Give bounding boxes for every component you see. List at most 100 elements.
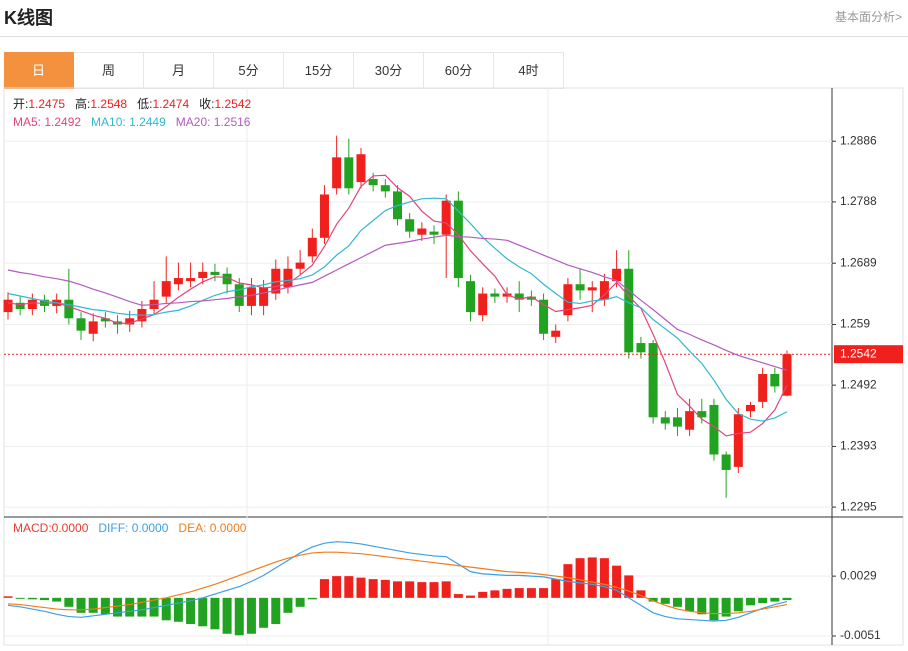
line-series bbox=[7, 234, 788, 371]
y-tick-label: 1.2886 bbox=[840, 133, 877, 147]
current-price-box bbox=[834, 345, 903, 364]
candle-body bbox=[417, 228, 427, 235]
macd-bar bbox=[709, 597, 719, 621]
legend-value: 1.2516 bbox=[214, 115, 251, 129]
macd-bar bbox=[40, 597, 50, 601]
legend-label: MA20: bbox=[176, 115, 214, 129]
macd-bar bbox=[210, 597, 220, 630]
candle-body bbox=[466, 281, 476, 313]
legend-label: 高: bbox=[75, 96, 90, 111]
legend-value: 1.2474 bbox=[152, 97, 189, 111]
macd-bar bbox=[599, 558, 609, 598]
macd-bar bbox=[490, 590, 500, 598]
macd-bar bbox=[770, 597, 780, 602]
legend-label: MA5: bbox=[13, 115, 44, 129]
legend-label: MA10: bbox=[91, 115, 129, 129]
candle-body bbox=[709, 404, 719, 455]
candle-body bbox=[210, 271, 220, 275]
candle-body bbox=[526, 296, 536, 300]
candle-body bbox=[125, 318, 135, 325]
macd-bar bbox=[539, 588, 549, 598]
line-series bbox=[7, 174, 788, 437]
macd-bar bbox=[271, 597, 281, 625]
candle-body bbox=[563, 284, 573, 316]
macd-bar bbox=[429, 582, 439, 598]
macd-bar bbox=[222, 597, 232, 634]
macd-bar bbox=[198, 597, 208, 627]
macd-bar bbox=[758, 597, 768, 604]
candle-body bbox=[15, 302, 25, 309]
candle-body bbox=[685, 411, 695, 430]
candle-body bbox=[478, 293, 488, 316]
macd-bar bbox=[745, 597, 755, 606]
candle-body bbox=[782, 354, 792, 396]
macd-bar bbox=[514, 588, 524, 598]
candle-body bbox=[575, 284, 585, 291]
candle-body bbox=[332, 157, 342, 189]
macd-bar bbox=[405, 581, 415, 598]
candle-body bbox=[648, 343, 658, 418]
candle-body bbox=[745, 404, 755, 412]
macd-bar bbox=[295, 597, 305, 607]
macd-bar bbox=[417, 582, 427, 598]
macd-bar bbox=[307, 597, 317, 600]
candle-body bbox=[514, 293, 524, 300]
candle-body bbox=[161, 281, 171, 297]
chart-frame bbox=[3, 87, 904, 646]
tab[interactable]: 日 bbox=[4, 52, 74, 89]
fundamental-link[interactable]: 基本面分析> bbox=[834, 10, 902, 24]
candle-body bbox=[271, 268, 281, 294]
legend-value: 1.2548 bbox=[90, 97, 127, 111]
candle-body bbox=[27, 299, 37, 309]
macd-bar bbox=[478, 591, 488, 598]
legend: MA5: 1.2492 MA10: 1.2449 MA20: 1.2516 bbox=[13, 115, 251, 129]
macd-bar bbox=[344, 576, 354, 598]
legend-label: 低: bbox=[137, 97, 152, 111]
candle-body bbox=[356, 154, 366, 183]
divider bbox=[0, 36, 908, 37]
macd-bar bbox=[660, 597, 670, 604]
candle-body bbox=[660, 417, 670, 424]
macd-bar bbox=[721, 597, 731, 617]
candle-body bbox=[173, 278, 183, 285]
candle-body bbox=[198, 271, 208, 279]
candle-body bbox=[222, 273, 232, 285]
macd-bar bbox=[672, 597, 682, 607]
macd-bar bbox=[137, 597, 147, 617]
legend-value: 1.2542 bbox=[214, 97, 251, 111]
candle-body bbox=[246, 287, 256, 306]
candle-body bbox=[259, 287, 269, 306]
macd-bar bbox=[259, 597, 269, 628]
macd-bar bbox=[466, 595, 476, 598]
candle-body bbox=[612, 268, 622, 282]
candle-body bbox=[380, 185, 390, 192]
legend-label: DIFF: bbox=[98, 521, 131, 535]
candle-body bbox=[429, 231, 439, 235]
candle-body bbox=[441, 200, 451, 235]
candle-body bbox=[599, 281, 609, 300]
legend-label: MACD: bbox=[13, 521, 52, 535]
candle-body bbox=[40, 299, 50, 306]
macd-bar bbox=[575, 558, 585, 598]
candle-body bbox=[76, 318, 86, 331]
macd-bar bbox=[393, 581, 402, 598]
macd-bar bbox=[380, 579, 390, 598]
candle-body bbox=[283, 268, 293, 288]
macd-bar bbox=[782, 597, 792, 601]
legend-value: 1.2475 bbox=[28, 97, 65, 111]
legend-value: 1.2449 bbox=[129, 115, 166, 129]
macd-bar bbox=[234, 597, 244, 636]
macd-bar bbox=[587, 557, 597, 598]
y-tick-label: 1.259 bbox=[840, 317, 870, 331]
candle-body bbox=[453, 200, 463, 279]
candle-body bbox=[234, 284, 244, 306]
candle-body bbox=[697, 411, 707, 418]
macd-bar bbox=[113, 597, 123, 617]
macd-bar bbox=[125, 597, 135, 617]
macd-bar bbox=[319, 579, 329, 598]
legend-value: 0.0000 bbox=[52, 521, 89, 535]
macd-bar bbox=[624, 575, 634, 598]
candle-body bbox=[672, 417, 682, 427]
macd-bar bbox=[526, 588, 536, 598]
